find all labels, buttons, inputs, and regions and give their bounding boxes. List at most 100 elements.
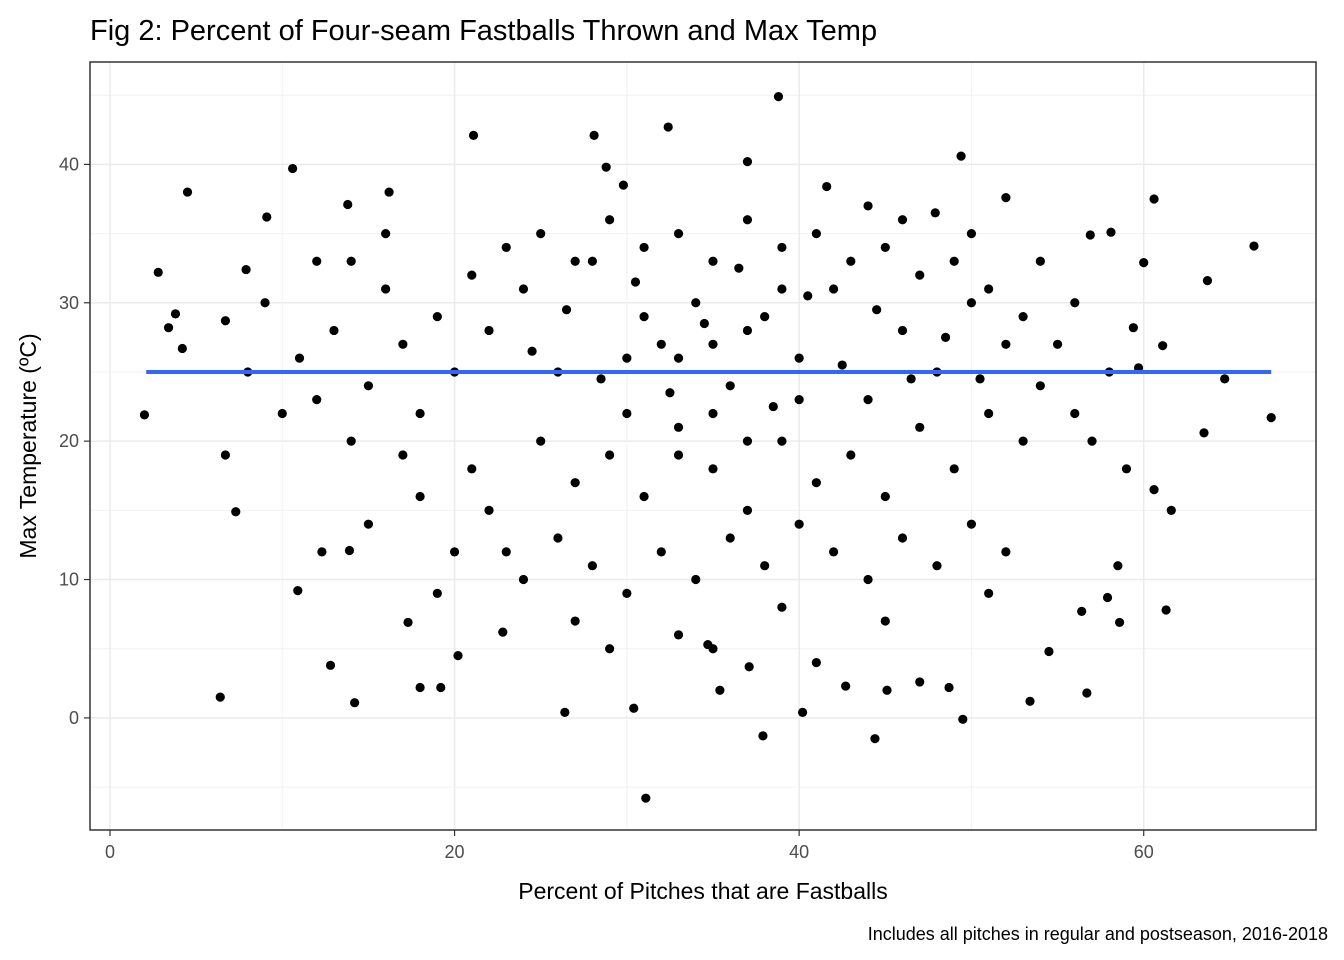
point [897,533,908,543]
point [956,151,966,161]
point [453,651,463,661]
point [350,698,360,708]
point [656,547,666,557]
point [403,617,413,628]
point [794,395,804,405]
point [828,284,839,294]
point [777,284,787,294]
x-tick-label: 60 [1134,842,1154,862]
point [536,436,546,446]
point [1044,646,1054,657]
point [570,256,580,266]
point [325,660,336,670]
point [241,264,251,275]
point [944,682,954,693]
point [153,267,163,277]
point [639,312,649,322]
point [975,374,985,384]
point [949,464,959,474]
point [828,547,839,557]
point [312,395,322,405]
point [163,323,174,333]
point [760,561,770,571]
point [673,353,684,363]
point [665,388,675,398]
point [177,343,187,354]
point [811,657,821,668]
point [882,685,892,695]
point [1025,696,1035,706]
point [415,491,425,502]
point [467,464,477,474]
y-tick-label: 30 [59,293,79,313]
point [1114,617,1125,628]
point [182,187,193,197]
point [589,130,599,140]
point [170,309,181,319]
point [777,242,787,253]
point [880,491,890,502]
caption: Includes all pitches in regular and post… [868,924,1328,944]
point [880,242,890,253]
point [880,616,890,626]
chart-title: Fig 2: Percent of Four-seam Fastballs Th… [90,15,877,47]
point [777,436,787,446]
point [231,507,241,517]
y-tick-label: 20 [59,431,79,451]
point [837,360,847,370]
point [639,242,649,253]
point [708,464,718,474]
point [560,707,570,717]
point [673,630,684,640]
point [277,408,287,419]
point [1087,436,1097,446]
point [398,339,408,349]
point [570,478,580,488]
point [940,332,951,342]
point [872,305,882,315]
point [622,408,632,419]
point [803,291,813,301]
point [527,346,537,356]
point [641,793,651,803]
point [758,731,768,741]
point [1149,194,1159,204]
point [1102,592,1113,603]
point [742,505,753,515]
point [1158,341,1168,351]
point [915,677,925,687]
point [501,242,511,253]
point [1139,258,1149,268]
point [663,122,673,132]
point [1052,339,1063,349]
point [699,318,709,329]
point [1070,298,1080,308]
point [601,162,611,172]
point [708,408,718,419]
point [1249,241,1259,251]
point [949,256,959,266]
point [1113,561,1123,571]
point [760,312,770,322]
point [897,325,908,336]
point [381,228,391,239]
point [1202,276,1213,286]
point [966,298,977,308]
point [797,707,808,717]
point [1018,436,1028,446]
point [742,157,753,167]
point [742,436,753,446]
point [317,547,327,557]
y-axis-title: Max Temperature (ºC) [15,333,41,558]
point [449,547,460,557]
point [501,547,511,557]
point [1085,230,1095,240]
x-tick-label: 0 [105,842,115,862]
point [673,228,684,239]
point [346,256,356,266]
point [1106,227,1116,237]
point [1035,381,1045,391]
point [841,681,851,691]
point [1166,505,1176,515]
